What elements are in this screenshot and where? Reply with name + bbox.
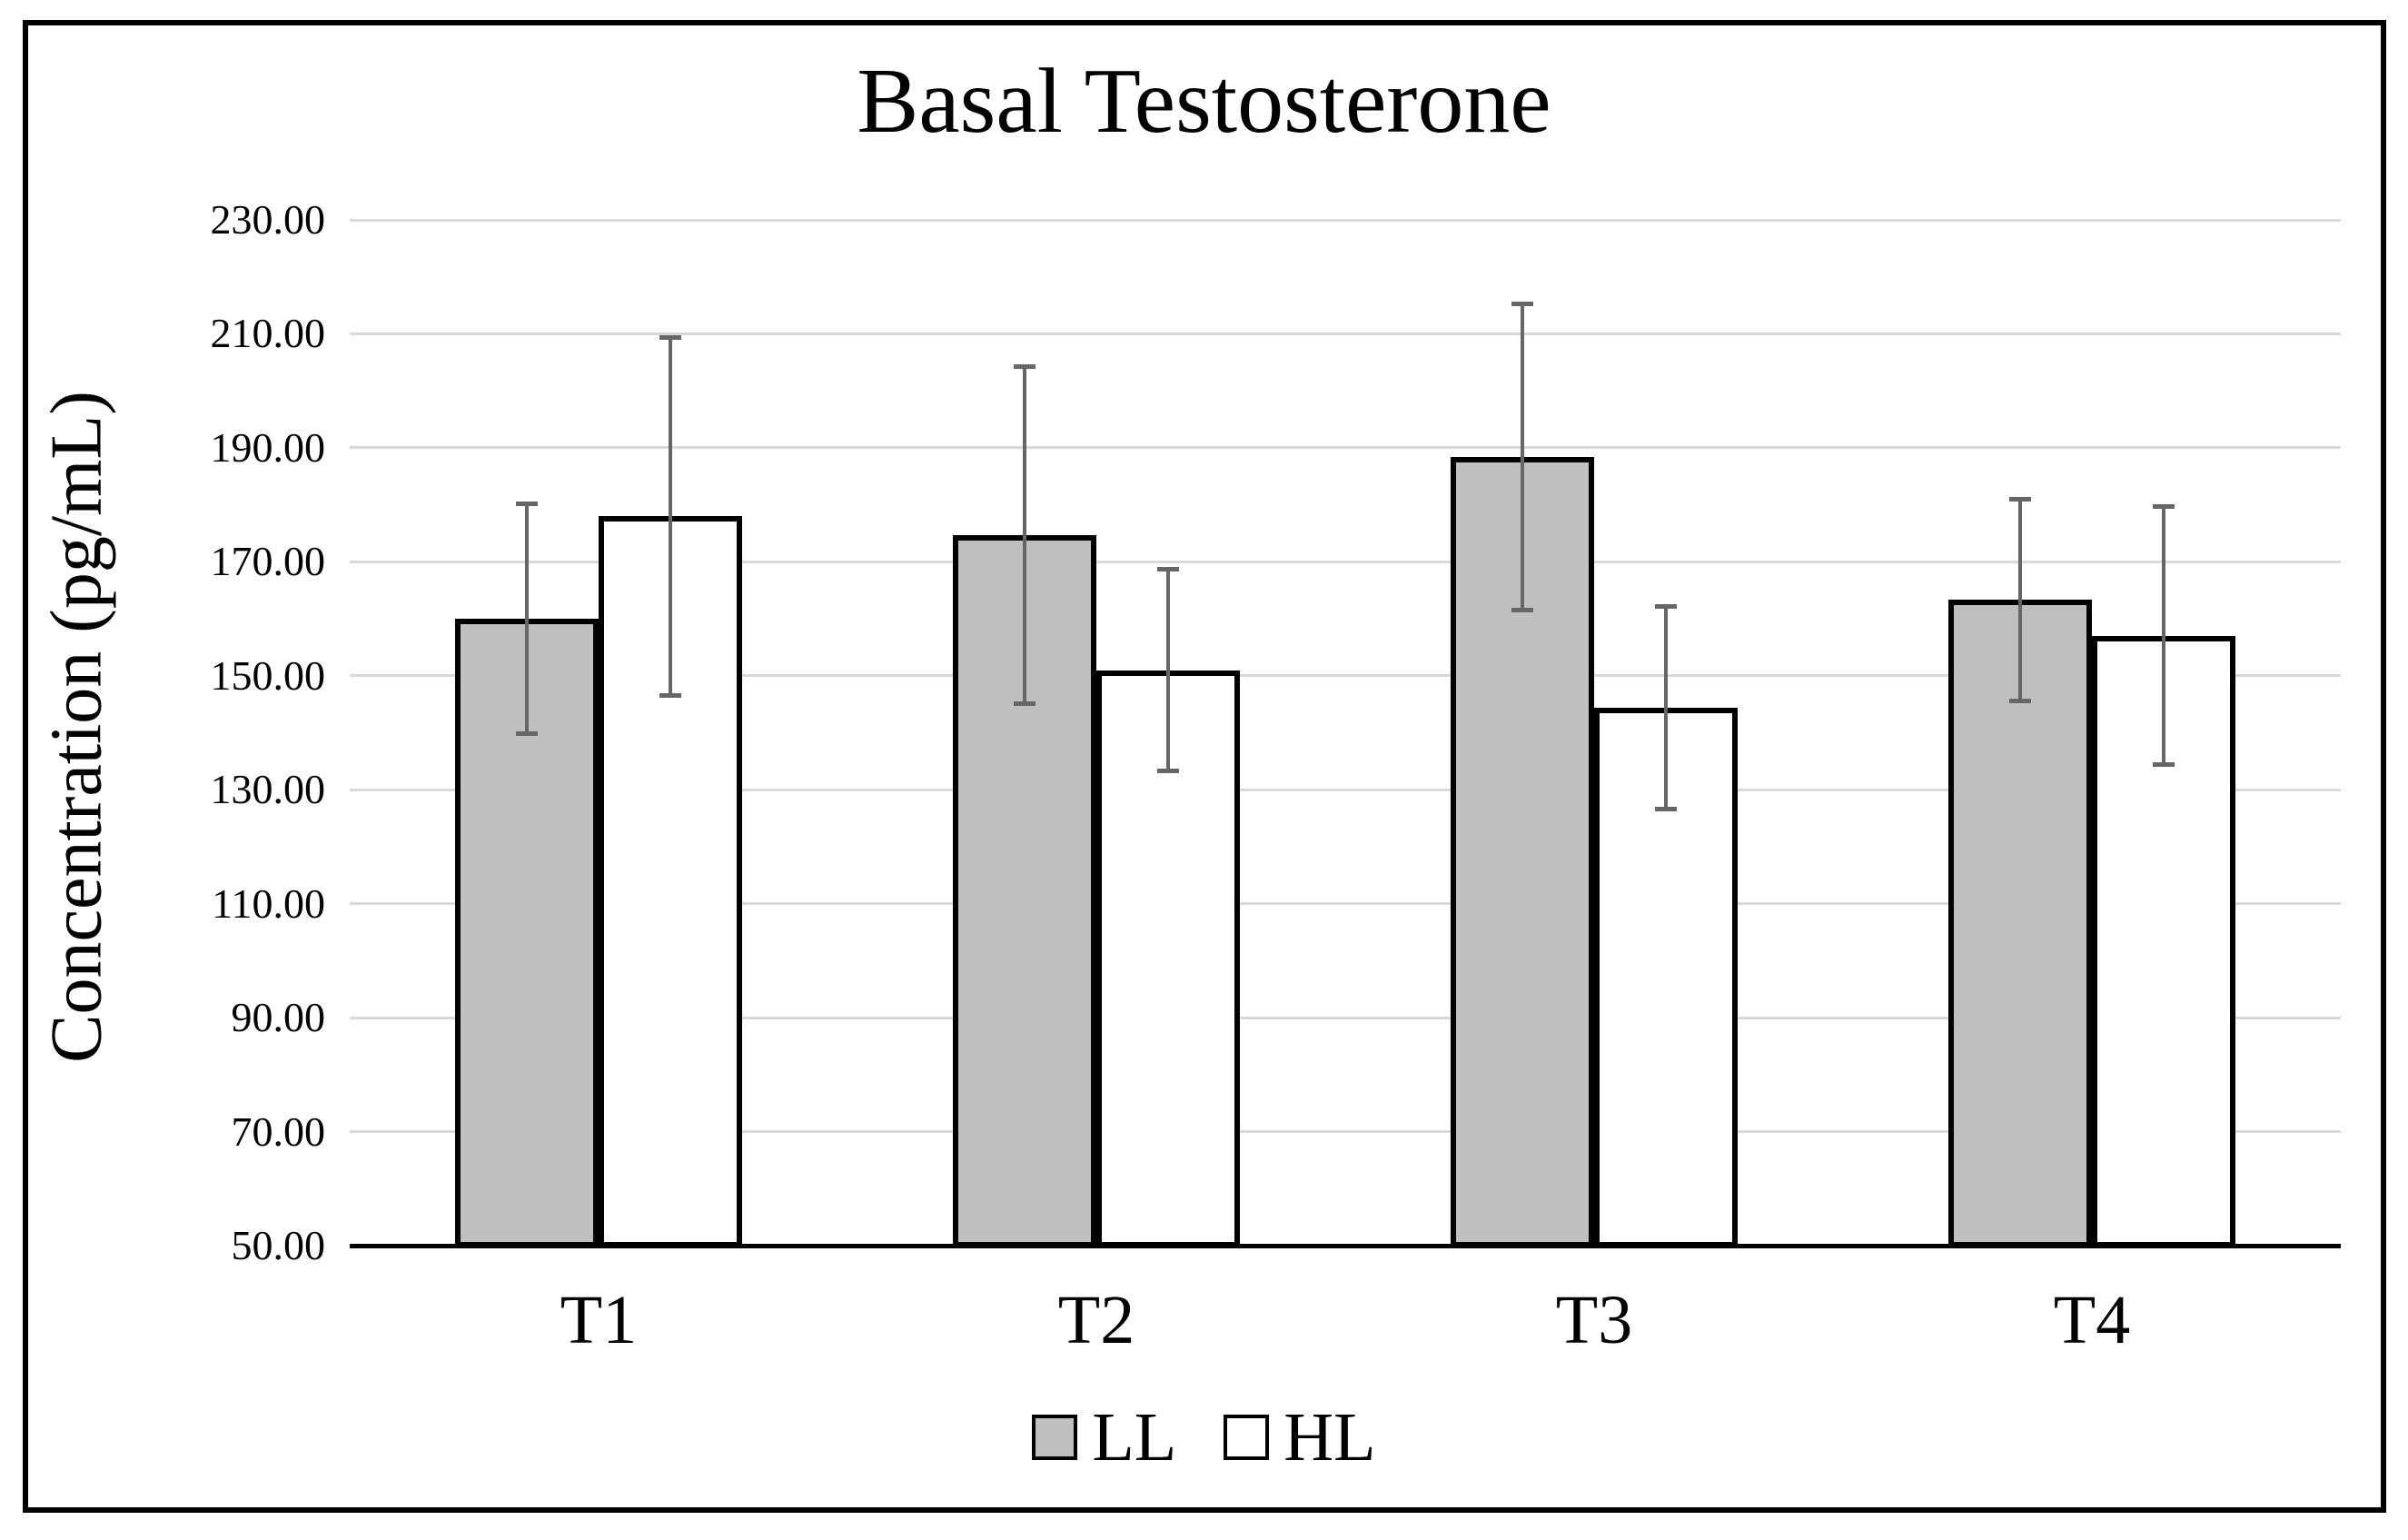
error-bar-ll-t3 (1521, 303, 1524, 611)
x-axis-label-t4: T4 (2053, 1282, 2131, 1358)
error-cap-top-hl-t1 (659, 334, 681, 340)
y-tick-label-230: 230.00 (210, 196, 326, 243)
error-cap-top-hl-t3 (1655, 604, 1677, 610)
y-tick-label-90: 90.00 (231, 994, 326, 1041)
y-tick-label-130: 130.00 (210, 766, 326, 813)
error-cap-top-ll-t1 (516, 502, 538, 507)
gridline-230 (350, 218, 2341, 222)
error-cap-bottom-hl-t2 (1157, 768, 1179, 773)
error-cap-bottom-hl-t3 (1655, 806, 1677, 811)
legend-item-ll: LL (1032, 1401, 1176, 1474)
chart-title: Basal Testosterone (857, 50, 1551, 153)
x-axis-label-t3: T3 (1555, 1282, 1633, 1358)
gridline-150 (350, 674, 2341, 678)
error-cap-bottom-ll-t2 (1014, 701, 1036, 707)
legend-swatch-ll (1032, 1415, 1078, 1460)
x-axis-label-t2: T2 (1057, 1282, 1135, 1358)
error-cap-bottom-ll-t3 (1511, 608, 1533, 613)
y-tick-label-50: 50.00 (231, 1222, 326, 1268)
y-axis-title-text: Concentration (pg/mL) (36, 391, 117, 1063)
legend-label-hl: HL (1283, 1399, 1376, 1475)
bar-ll-t4 (1948, 600, 2092, 1247)
error-cap-top-hl-t2 (1157, 567, 1179, 572)
error-cap-bottom-ll-t1 (516, 730, 538, 736)
error-bar-ll-t1 (525, 503, 529, 734)
error-cap-top-ll-t4 (2009, 496, 2031, 502)
error-cap-top-ll-t2 (1014, 363, 1036, 369)
y-tick-label-210: 210.00 (210, 310, 326, 357)
gridline-90 (350, 1016, 2341, 1019)
gridline-110 (350, 902, 2341, 906)
error-cap-bottom-hl-t4 (2153, 762, 2175, 768)
gridline-130 (350, 788, 2341, 791)
error-bar-hl-t1 (669, 336, 672, 696)
y-tick-label-150: 150.00 (210, 651, 326, 699)
error-cap-bottom-ll-t4 (2009, 699, 2031, 703)
error-bar-hl-t4 (2162, 506, 2165, 766)
x-axis-line (350, 1244, 2341, 1248)
error-bar-hl-t2 (1166, 569, 1170, 771)
gridline-70 (350, 1130, 2341, 1134)
chart-frame-border (23, 20, 2386, 1513)
legend-swatch-hl (1224, 1415, 1270, 1460)
error-cap-top-ll-t3 (1511, 301, 1533, 306)
legend-label-ll: LL (1092, 1399, 1177, 1475)
error-bar-ll-t4 (2018, 498, 2022, 701)
error-cap-top-hl-t4 (2153, 504, 2175, 510)
x-axis-label-t1: T1 (560, 1282, 638, 1358)
y-tick-label-110: 110.00 (212, 879, 325, 927)
y-tick-label-190: 190.00 (210, 423, 326, 471)
error-bar-ll-t2 (1023, 365, 1026, 705)
gridline-190 (350, 446, 2341, 450)
y-tick-label-170: 170.00 (210, 538, 326, 585)
legend: LL HL (0, 1399, 2408, 1475)
gridline-170 (350, 560, 2341, 563)
y-tick-label-70: 70.00 (231, 1108, 326, 1155)
error-cap-bottom-hl-t1 (659, 692, 681, 698)
gridline-210 (350, 332, 2341, 335)
legend-item-hl: HL (1224, 1399, 1376, 1475)
error-bar-hl-t3 (1664, 606, 1668, 810)
